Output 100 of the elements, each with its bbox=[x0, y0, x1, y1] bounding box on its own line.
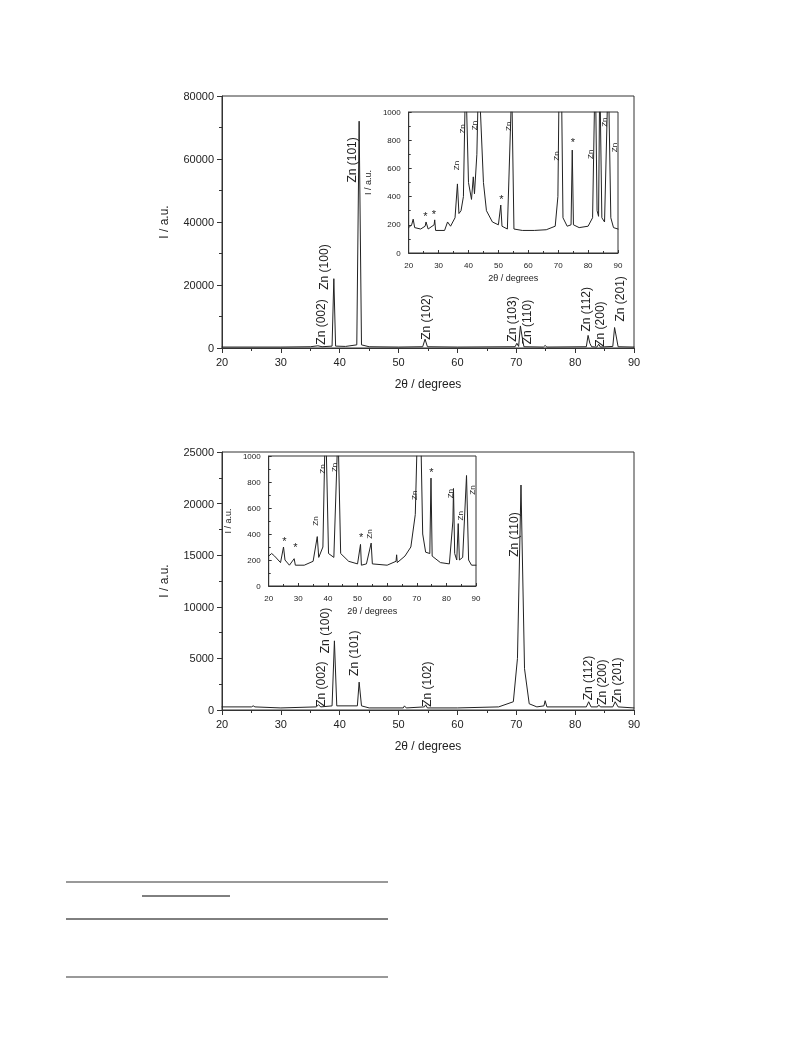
annotation: Zn (101) bbox=[347, 630, 362, 676]
y-tick-label: 20000 bbox=[183, 279, 214, 291]
y-tick-label: 80000 bbox=[183, 90, 214, 102]
x-tick-label: 40 bbox=[333, 355, 346, 368]
x-tick-label: 20 bbox=[404, 260, 414, 270]
annotation: * bbox=[499, 193, 505, 206]
x-tick-label: 60 bbox=[451, 717, 464, 730]
annotation: Zn (102) bbox=[419, 661, 434, 707]
y-tick-label: 600 bbox=[247, 503, 262, 513]
annotation: Zn bbox=[469, 120, 479, 131]
x-tick-label: 50 bbox=[493, 260, 504, 270]
annotation: Zn (110) bbox=[506, 512, 521, 557]
annotation: Zn (102) bbox=[418, 294, 433, 340]
x-axis-title: 2θ / degrees bbox=[347, 606, 398, 617]
x-tick-label: 70 bbox=[412, 593, 422, 603]
annotation: Zn (201) bbox=[612, 276, 627, 322]
annotation: * bbox=[431, 207, 437, 220]
annotation: Zn (112) bbox=[581, 655, 596, 701]
x-tick-label: 80 bbox=[569, 355, 582, 368]
y-tick-label: 800 bbox=[247, 477, 262, 487]
y-tick-label: 400 bbox=[387, 192, 402, 202]
annotation: Zn (002) bbox=[313, 661, 328, 707]
x-tick-label: 20 bbox=[264, 593, 274, 603]
x-tick-label: 30 bbox=[274, 355, 287, 368]
annotation: Zn bbox=[329, 462, 339, 473]
annotation: Zn bbox=[585, 149, 595, 159]
annotation: Zn bbox=[609, 142, 619, 153]
y-tick-label: 1000 bbox=[242, 451, 262, 461]
y-tick-label: 5000 bbox=[189, 652, 214, 665]
annotation: * bbox=[282, 535, 288, 548]
x-tick-label: 40 bbox=[464, 260, 474, 270]
annotation: Zn (101) bbox=[345, 137, 360, 183]
y-tick-label: 0 bbox=[396, 248, 402, 258]
annotation: Zn (100) bbox=[318, 607, 332, 654]
annotation: * bbox=[570, 136, 576, 149]
x-tick-label: 20 bbox=[215, 717, 229, 730]
y-tick-label: 60000 bbox=[183, 153, 214, 165]
y-tick-label: 200 bbox=[247, 555, 262, 565]
annotation: Zn (110) bbox=[519, 299, 534, 345]
x-tick-label: 70 bbox=[510, 717, 523, 730]
x-tick-label: 60 bbox=[451, 355, 464, 368]
y-tick-label: 15000 bbox=[183, 549, 214, 562]
annotation: Zn bbox=[445, 489, 455, 499]
x-tick-label: 90 bbox=[613, 260, 623, 270]
y-tick-label: 800 bbox=[387, 135, 402, 145]
x-tick-label: 40 bbox=[323, 593, 333, 603]
x-tick-label: 30 bbox=[293, 593, 304, 603]
x-tick-label: 70 bbox=[553, 260, 564, 270]
x-tick-label: 90 bbox=[627, 717, 641, 730]
y-axis-title: I / a.u. bbox=[157, 564, 171, 598]
y-tick-label: 1000 bbox=[382, 107, 402, 117]
x-tick-label: 50 bbox=[392, 717, 405, 730]
x-axis-title: 2θ / degrees bbox=[394, 739, 462, 753]
y-tick-label: 600 bbox=[387, 163, 402, 173]
y-axis-title: I / a.u. bbox=[157, 205, 171, 239]
y-tick-label: 20000 bbox=[183, 497, 214, 510]
x-tick-label: 80 bbox=[441, 593, 452, 603]
x-tick-label: 20 bbox=[215, 355, 229, 368]
annotation: Zn bbox=[451, 160, 461, 171]
annotation: * bbox=[423, 209, 429, 222]
annotation: Zn (103) bbox=[504, 296, 519, 342]
x-tick-label: 50 bbox=[353, 593, 363, 603]
annotation: * bbox=[358, 531, 364, 544]
x-tick-label: 30 bbox=[434, 260, 444, 270]
annotation: Zn bbox=[468, 485, 478, 495]
annotation: Zn (002) bbox=[313, 299, 328, 345]
x-tick-label: 80 bbox=[569, 717, 582, 730]
x-tick-label: 40 bbox=[333, 717, 346, 730]
x-tick-label: 60 bbox=[523, 260, 534, 270]
x-tick-label: 30 bbox=[274, 717, 287, 730]
y-tick-label: 0 bbox=[207, 704, 214, 716]
y-tick-label: 0 bbox=[207, 342, 214, 354]
x-axis-title: 2θ / degrees bbox=[488, 273, 539, 284]
annotation: * bbox=[429, 465, 435, 478]
y-tick-label: 200 bbox=[387, 220, 402, 230]
x-tick-label: 50 bbox=[392, 355, 405, 368]
y-tick-label: 10000 bbox=[183, 600, 214, 613]
annotation: Zn (200) bbox=[594, 659, 609, 705]
x-tick-label: 90 bbox=[627, 355, 641, 368]
x-axis-title: 2θ / degrees bbox=[394, 377, 462, 391]
annotation: Zn bbox=[456, 511, 466, 521]
y-axis-title: I / a.u. bbox=[362, 169, 373, 196]
x-tick-label: 70 bbox=[510, 355, 523, 368]
annotation: Zn bbox=[458, 124, 468, 134]
annotation: Zn bbox=[599, 117, 609, 127]
y-tick-label: 0 bbox=[256, 581, 262, 591]
annotation: Zn (201) bbox=[609, 657, 624, 703]
y-axis-title: I / a.u. bbox=[222, 508, 233, 534]
annotation: Zn bbox=[409, 490, 419, 500]
y-tick-label: 40000 bbox=[183, 216, 214, 228]
annotation: Zn bbox=[365, 529, 375, 539]
x-tick-label: 60 bbox=[382, 593, 393, 603]
annotation: Zn bbox=[311, 516, 321, 526]
x-tick-label: 80 bbox=[583, 260, 594, 270]
y-tick-label: 25000 bbox=[183, 446, 214, 458]
annotation: * bbox=[293, 541, 299, 553]
annotation: Zn (200) bbox=[592, 301, 607, 347]
annotation: Zn bbox=[504, 121, 514, 131]
annotation: Zn (100) bbox=[317, 244, 332, 290]
y-tick-label: 400 bbox=[247, 529, 262, 539]
